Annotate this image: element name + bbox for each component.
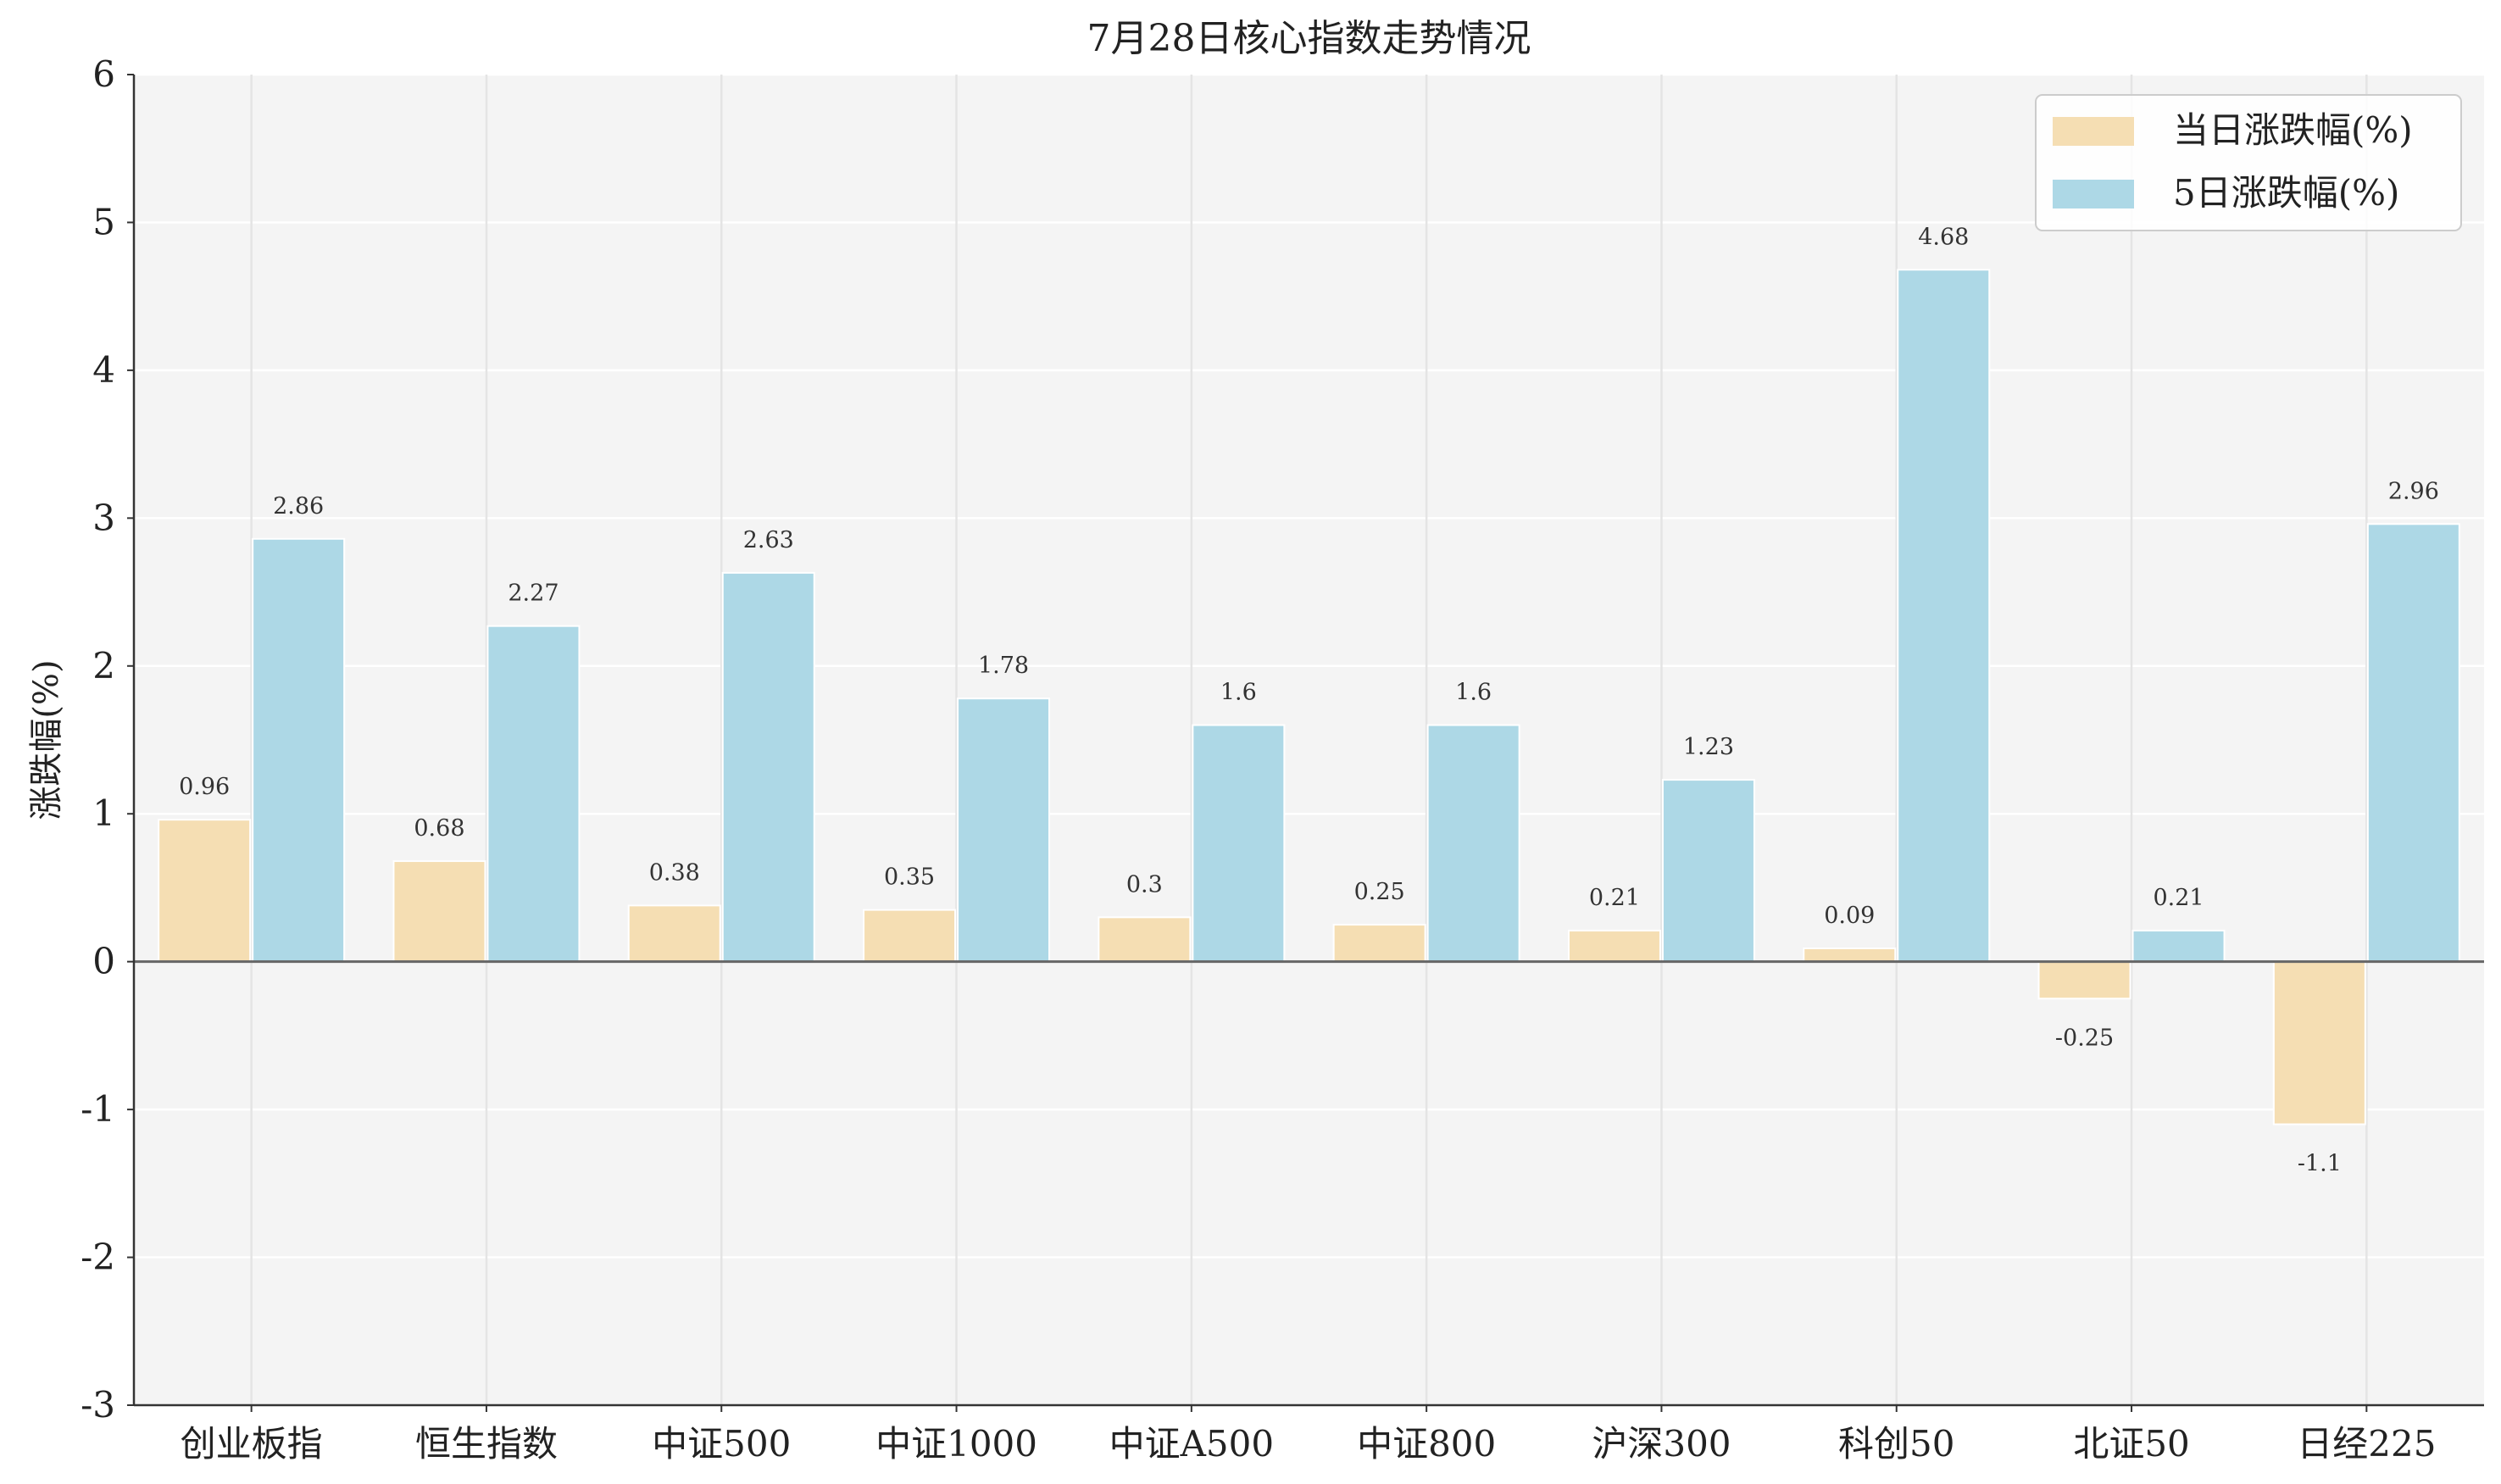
gridlines: [134, 73, 2484, 1407]
data-label: 0.68: [414, 815, 464, 842]
bar-daily: [1332, 924, 1426, 963]
data-label: 0.25: [1354, 879, 1405, 905]
bar-five-day: [252, 537, 346, 963]
data-label: 0.09: [1824, 903, 1875, 929]
bar-five-day: [1192, 724, 1286, 963]
data-label: 4.68: [1918, 224, 1969, 250]
legend-label: 5日涨跌幅(%): [2173, 172, 2399, 214]
data-label: 0.96: [179, 774, 230, 800]
data-label: 0.3: [1126, 871, 1163, 898]
legend-box: [2035, 94, 2462, 231]
x-tick-label: 日经225: [2297, 1423, 2436, 1465]
x-tick-label: 恒生指数: [415, 1423, 558, 1465]
y-tick-label: 5: [92, 201, 115, 242]
data-label: 0.21: [1589, 885, 1640, 911]
bar-daily: [1567, 930, 1661, 963]
bar-daily: [2272, 960, 2366, 1126]
y-tick-label: 6: [92, 53, 115, 95]
data-label: -0.25: [2055, 1025, 2114, 1051]
data-label: 0.21: [2153, 885, 2204, 911]
x-tick-label: 科创50: [1838, 1423, 1954, 1465]
y-tick-label: -1: [81, 1088, 115, 1130]
bar-daily: [863, 909, 957, 963]
y-axis-label: 涨跌幅(%): [27, 659, 66, 820]
data-label: 2.96: [2388, 478, 2439, 504]
bar-daily: [2037, 960, 2131, 1000]
legend: 当日涨跌幅(%) 5日涨跌幅(%): [2035, 94, 2462, 231]
data-label: 1.78: [978, 653, 1029, 679]
data-label: 1.23: [1683, 734, 1734, 760]
x-tick-label: 中证500: [652, 1423, 791, 1465]
x-tick-label: 中证A500: [1109, 1423, 1275, 1465]
data-labels: 0.96 2.86 0.68 2.27 0.38 2.63 0.35 1.78 0.3 1.6 0.…: [179, 224, 2439, 1176]
bar-five-day: [1426, 724, 1520, 963]
bar-daily: [627, 904, 721, 963]
x-tick-label: 中证800: [1357, 1423, 1496, 1465]
data-label: 0.38: [649, 859, 700, 886]
legend-label: 当日涨跌幅(%): [2173, 109, 2413, 151]
bar-daily: [392, 860, 486, 963]
y-tick-label: 1: [92, 792, 115, 834]
y-tick-label: -3: [81, 1384, 115, 1426]
axes: -3 -2 -1 0 1 2 3 4 5 6 创业板指 恒生指数 中证500 中证1000 中证A500 中证…: [81, 53, 2484, 1465]
data-label: 0.35: [884, 864, 935, 891]
data-label: 2.63: [743, 527, 794, 553]
x-tick-label: 创业板指: [181, 1423, 323, 1465]
bars: [158, 269, 2460, 1126]
y-tick-label: -2: [81, 1237, 115, 1278]
bar-five-day: [2131, 930, 2226, 963]
bar-five-day: [721, 571, 815, 963]
y-tick-label: 3: [92, 497, 115, 538]
data-label: 1.6: [1455, 680, 1492, 706]
bar-five-day: [2366, 523, 2460, 963]
legend-swatch: [2053, 117, 2134, 146]
bar-daily: [1803, 947, 1897, 963]
y-tick-label: 2: [92, 645, 115, 686]
data-label: 2.27: [508, 581, 559, 607]
bar-five-day: [957, 698, 1051, 963]
data-label: 1.6: [1220, 680, 1257, 706]
bar-daily: [1098, 916, 1192, 963]
chart-title: 7月28日核心指数走势情况: [1087, 17, 1531, 60]
bar-five-day: [1661, 779, 1755, 963]
y-tick-label: 0: [92, 941, 115, 982]
legend-swatch: [2053, 180, 2134, 208]
data-label: -1.1: [2298, 1151, 2342, 1177]
x-tick-label: 沪深300: [1592, 1423, 1731, 1465]
bar-five-day: [1897, 269, 1991, 963]
data-label: 2.86: [273, 493, 324, 520]
y-tick-label: 4: [92, 349, 115, 391]
bar-five-day: [486, 625, 581, 963]
x-tick-label: 中证1000: [875, 1423, 1037, 1465]
bar-daily: [158, 819, 252, 963]
x-tick-label: 北证50: [2073, 1423, 2189, 1465]
